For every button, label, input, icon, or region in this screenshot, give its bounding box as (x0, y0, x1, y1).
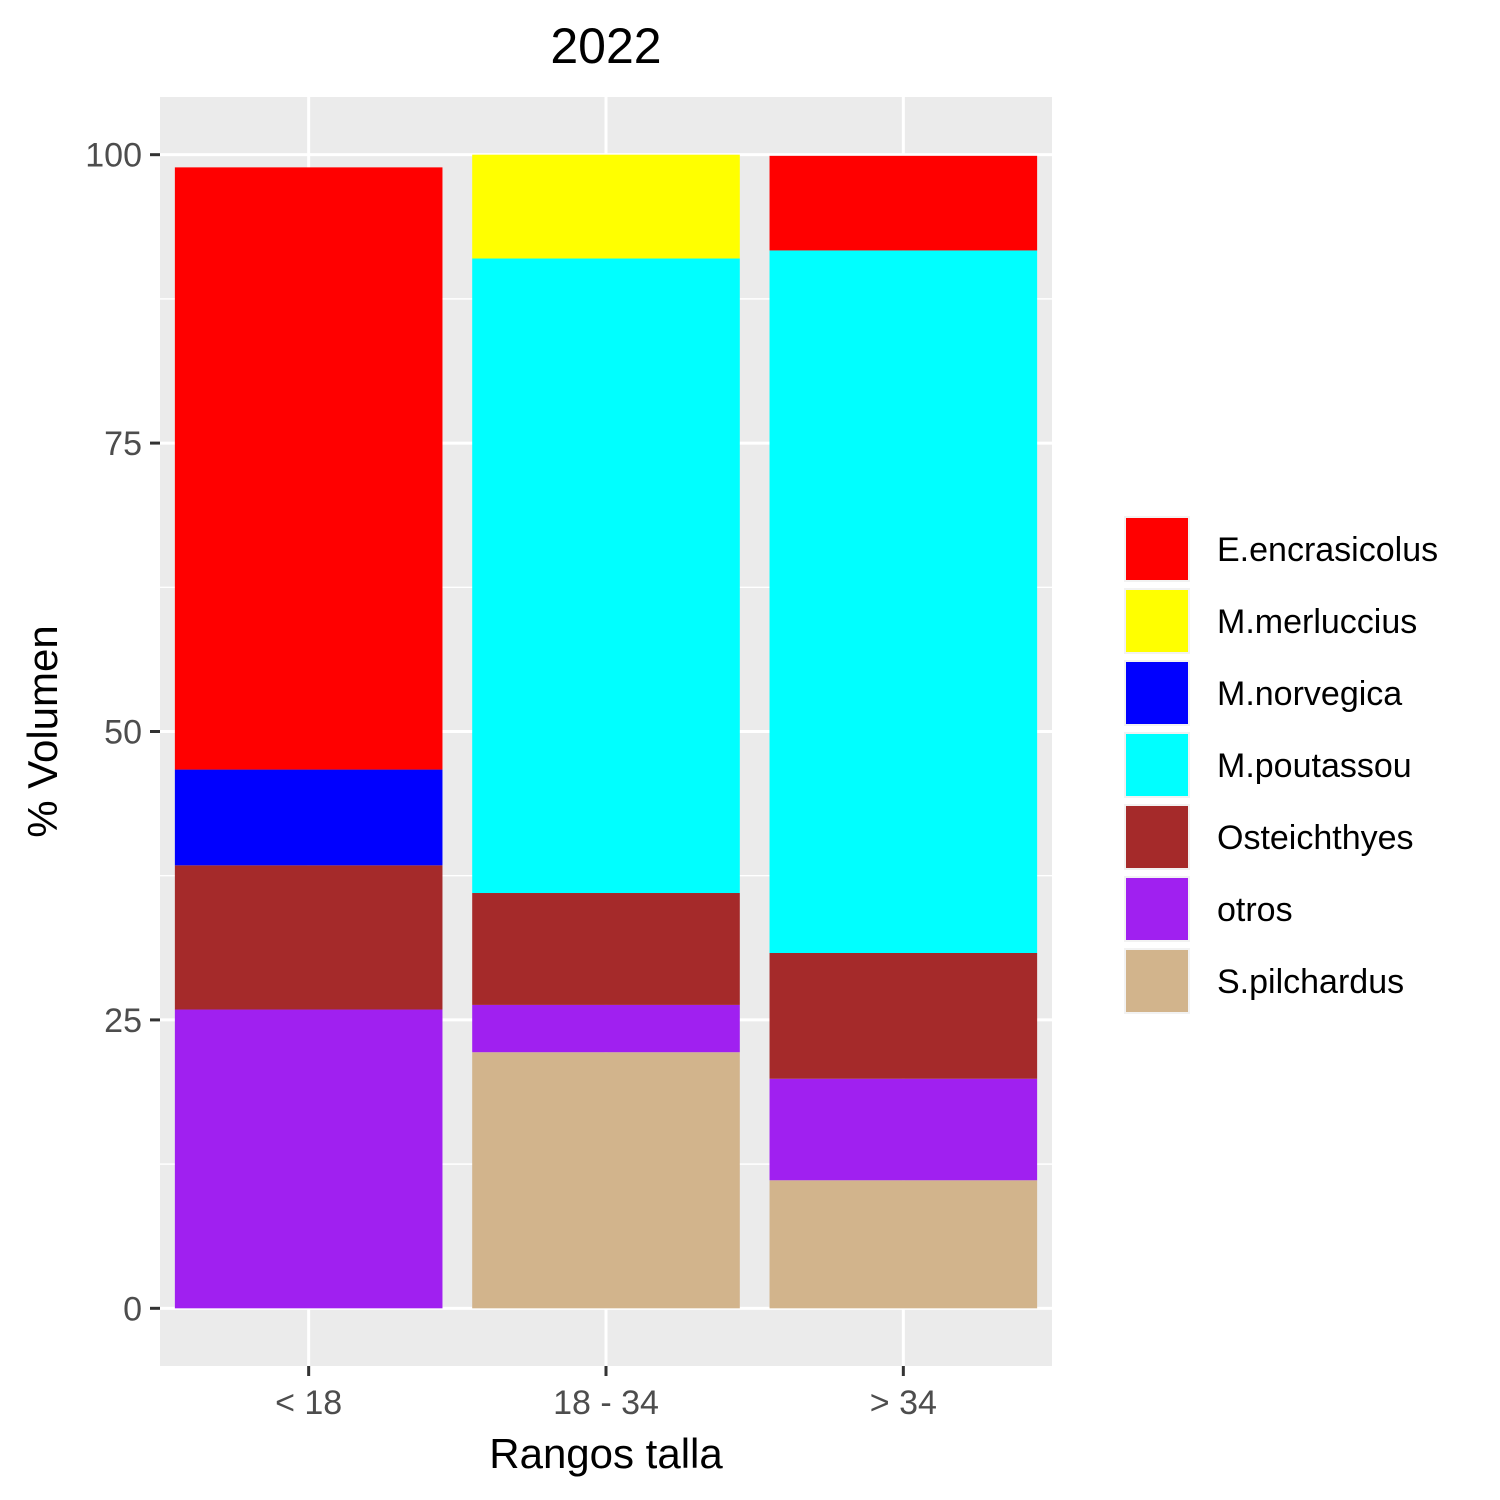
bar-segment (174, 769, 443, 866)
legend-swatch (1126, 662, 1188, 724)
x-tick-label: > 34 (870, 1384, 937, 1422)
legend-label: M.norvegica (1217, 675, 1402, 713)
bar-segment (769, 1180, 1038, 1309)
legend-swatch (1126, 806, 1188, 868)
legend-swatch (1126, 590, 1188, 652)
x-tick-label: 18 - 34 (553, 1384, 659, 1422)
x-tick-label: < 18 (275, 1384, 342, 1422)
bar-segment (472, 258, 740, 894)
legend: E.encrasicolus M.merluccius M.norvegica M.p… (1124, 516, 1438, 1014)
legend-label: Osteichthyes (1217, 819, 1414, 857)
y-axis: 0 25 50 75 100 (85, 137, 160, 1328)
y-tick-label: 75 (104, 425, 142, 463)
bar-segment (769, 155, 1038, 251)
legend-swatch (1126, 878, 1188, 940)
bar-segment (472, 893, 740, 1005)
bars (174, 154, 1038, 1309)
bar-segment (174, 865, 443, 1010)
y-tick-label: 50 (104, 714, 142, 752)
bar-segment (769, 952, 1038, 1079)
bar-segment (769, 250, 1038, 953)
y-tick-label: 0 (123, 1290, 142, 1328)
legend-swatch (1126, 734, 1188, 796)
y-tick-label: 100 (85, 137, 142, 175)
bar-segment (472, 1004, 740, 1053)
x-axis: < 18 18 - 34 > 34 (275, 1366, 937, 1422)
legend-swatch (1126, 518, 1188, 580)
y-axis-title: % Volumen (19, 625, 66, 837)
y-tick-label: 25 (104, 1002, 142, 1040)
bar-segment (472, 154, 740, 259)
legend-label: M.merluccius (1217, 603, 1417, 641)
legend-label: E.encrasicolus (1217, 531, 1438, 569)
legend-swatch (1126, 950, 1188, 1012)
legend-label: M.poutassou (1217, 747, 1412, 785)
legend-label: otros (1217, 891, 1293, 929)
bar-segment (174, 167, 443, 770)
bar-segment (769, 1078, 1038, 1181)
x-axis-title: Rangos talla (489, 1430, 723, 1477)
legend-label: S.pilchardus (1217, 963, 1404, 1001)
chart-title: 2022 (550, 18, 661, 74)
bar-segment (174, 1009, 443, 1309)
bar-segment (472, 1052, 740, 1309)
